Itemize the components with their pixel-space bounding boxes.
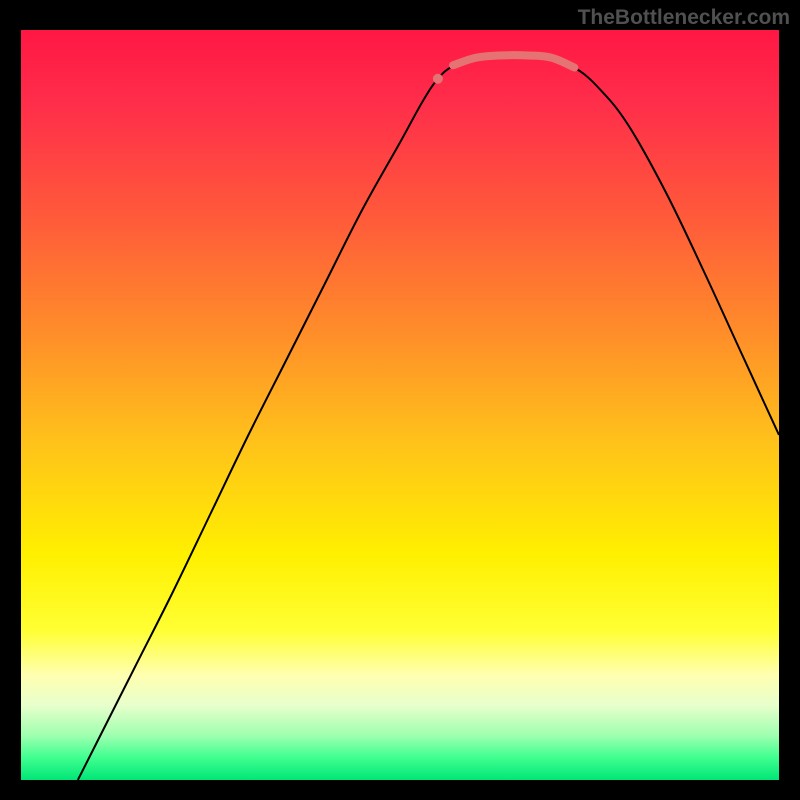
bottleneck-curve [21,30,779,780]
plot-area [21,30,779,780]
attribution-text: TheBottlenecker.com [578,6,790,30]
